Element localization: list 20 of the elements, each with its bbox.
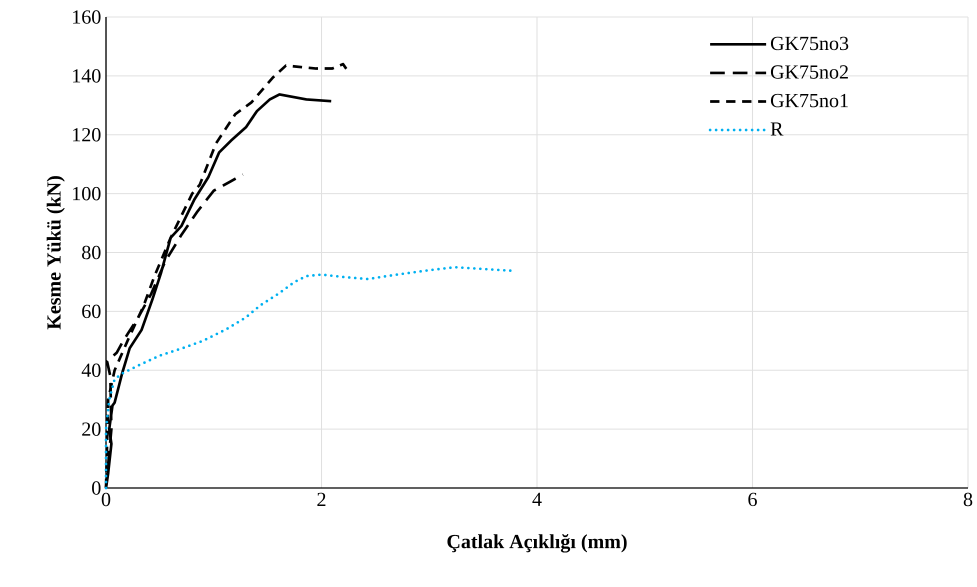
- y-tick-label: 120: [73, 128, 101, 142]
- y-tick-label: 100: [73, 186, 101, 200]
- legend-label: GK75no1: [770, 94, 848, 108]
- x-tick-label: 0: [102, 492, 110, 506]
- y-tick-label: 160: [73, 10, 101, 24]
- y-axis-title: Kesme Yükü (kN): [46, 176, 65, 330]
- y-tick-label: 20: [82, 422, 101, 436]
- y-tick-label: 40: [82, 364, 101, 377]
- y-tick-label: 140: [73, 69, 101, 83]
- legend-label: R: [770, 122, 784, 136]
- x-tick-label: 8: [964, 492, 972, 506]
- x-tick-label: 2: [317, 492, 326, 506]
- y-tick-label: 0: [92, 481, 101, 495]
- x-tick-label: 6: [748, 492, 757, 506]
- legend-label: GK75no3: [770, 36, 848, 50]
- y-tick-label: 80: [82, 246, 101, 260]
- x-axis-title: Çatlak Açıklığı (mm): [447, 534, 627, 553]
- legend-label: GK75no2: [770, 65, 848, 79]
- x-tick-label: 4: [532, 492, 542, 506]
- y-tick-label: 60: [82, 304, 101, 318]
